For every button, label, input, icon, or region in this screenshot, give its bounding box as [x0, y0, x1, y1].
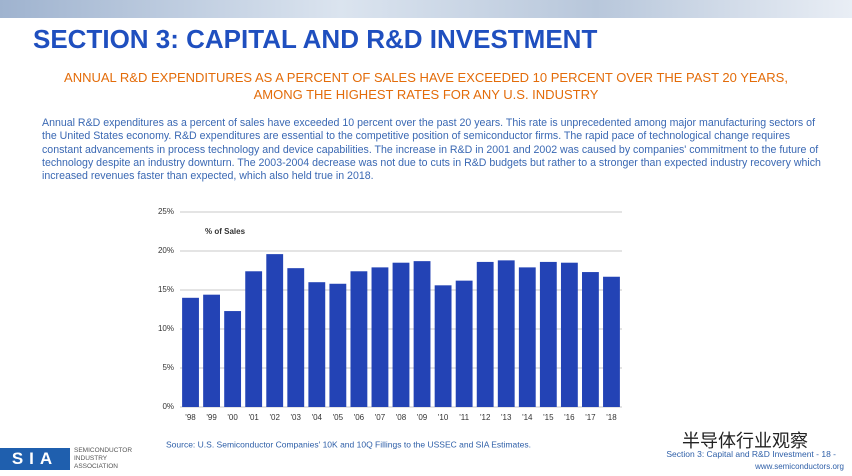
bar — [350, 271, 368, 407]
y-tick-label: 15% — [158, 285, 174, 294]
logo: SIA — [0, 448, 70, 470]
watermark: 半导体行业观察 — [682, 431, 808, 451]
bar — [329, 283, 347, 407]
bar — [497, 260, 515, 407]
bar — [392, 262, 410, 407]
subtitle: ANNUAL R&D EXPENDITURES AS A PERCENT OF … — [64, 70, 788, 102]
bar — [455, 280, 473, 407]
x-tick-label: '10 — [438, 413, 449, 422]
bar — [582, 272, 599, 407]
x-tick-label: '08 — [396, 413, 407, 422]
bar — [539, 261, 557, 407]
bar — [603, 276, 620, 407]
bar — [560, 262, 578, 407]
bar — [371, 267, 389, 407]
x-tick-label: '12 — [480, 413, 491, 422]
title: SECTION 3: CAPITAL AND R&D INVESTMENT — [33, 24, 598, 54]
body-text: Annual R&D expenditures as a percent of … — [42, 117, 821, 183]
logo-text: SEMICONDUCTOR INDUSTRY ASSOCIATION — [74, 447, 133, 470]
x-tick-label: '03 — [291, 413, 302, 422]
y-tick-label: 20% — [158, 246, 174, 255]
source: Source: U.S. Semiconductor Companies' 10… — [166, 439, 531, 449]
bar — [245, 271, 263, 407]
bar — [434, 285, 452, 407]
x-tick-label: '01 — [248, 413, 259, 422]
x-tick-label: '11 — [459, 413, 469, 422]
x-tick-label: '17 — [585, 413, 596, 422]
bar — [308, 282, 326, 407]
x-tick-label: '09 — [417, 413, 428, 422]
y-tick-label: 5% — [162, 363, 174, 372]
x-tick-label: '98 — [185, 413, 196, 422]
x-tick-label: '15 — [543, 413, 554, 422]
y-tick-label: 10% — [158, 324, 174, 333]
bar — [203, 294, 220, 407]
y-axis-label: % of Sales — [205, 227, 246, 236]
banner — [0, 0, 852, 18]
x-tick-label: '13 — [501, 413, 512, 422]
bar — [476, 261, 494, 407]
x-tick-label: '18 — [606, 413, 617, 422]
x-tick-label: '99 — [206, 413, 217, 422]
y-tick-label: 0% — [162, 402, 174, 411]
url: www.semiconductors.org — [755, 462, 844, 471]
bar — [287, 268, 305, 407]
bar — [518, 267, 536, 407]
footer: Section 3: Capital and R&D Investment - … — [666, 449, 836, 459]
bar — [266, 254, 284, 407]
x-tick-label: '04 — [312, 413, 323, 422]
x-tick-label: '02 — [269, 413, 280, 422]
x-tick-label: '16 — [564, 413, 575, 422]
bar — [413, 261, 431, 407]
x-tick-label: '07 — [375, 413, 386, 422]
x-tick-label: '00 — [227, 413, 238, 422]
bar — [224, 311, 242, 407]
y-tick-label: 25% — [158, 207, 174, 216]
bar — [182, 297, 199, 407]
x-tick-label: '05 — [333, 413, 344, 422]
x-tick-label: '06 — [354, 413, 365, 422]
x-tick-label: '14 — [522, 413, 533, 422]
